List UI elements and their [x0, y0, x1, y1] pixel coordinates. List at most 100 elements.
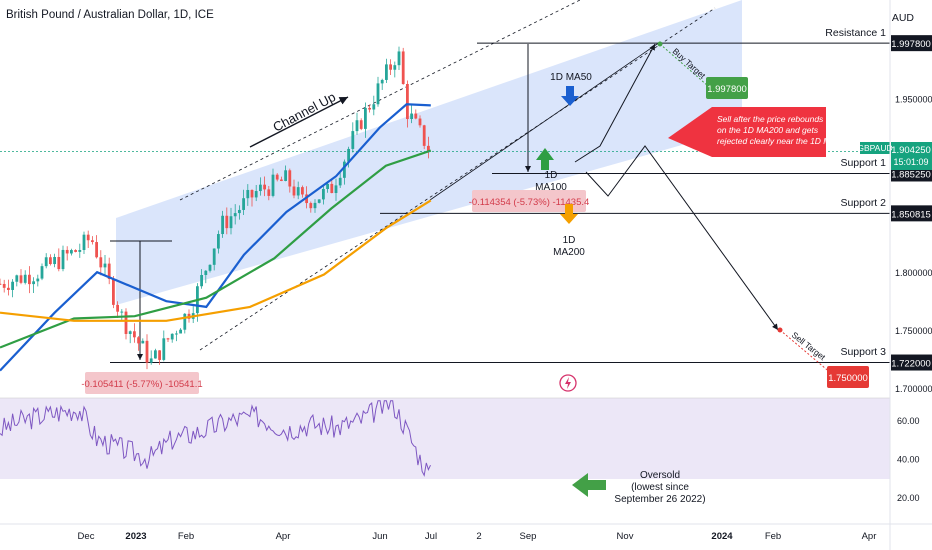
candle-body	[128, 331, 132, 334]
candle-body	[212, 248, 216, 265]
candle-body	[179, 329, 182, 334]
level-label-1: Resistance 1	[825, 27, 886, 39]
candle-body	[19, 275, 23, 283]
candle-body	[23, 274, 27, 283]
candle-body	[246, 189, 250, 199]
candle-body	[40, 266, 44, 279]
candle-body	[338, 177, 342, 186]
candle-body	[145, 340, 149, 363]
candle-body	[112, 279, 115, 305]
time-tick-9: Nov	[617, 531, 634, 542]
rsi-note-line-3: September 26 2022)	[614, 494, 705, 505]
candle-body	[397, 51, 401, 66]
candle-body	[86, 234, 90, 241]
channel-up-fill	[116, 0, 742, 305]
candlesticks	[0, 46, 430, 370]
callout-line-3: rejected clearly near the 1D MA50.	[717, 136, 848, 146]
candle-body	[141, 340, 145, 344]
candle-body	[133, 331, 136, 338]
sell-target-value: 1.750000	[828, 373, 868, 384]
time-tick-12: Apr	[862, 531, 877, 542]
level-price-text-1: 1.997800	[891, 39, 931, 50]
candle-body	[347, 148, 350, 162]
candle-body	[313, 202, 317, 209]
candle-body	[263, 184, 266, 190]
ma-line-3	[0, 199, 432, 322]
channel-upper-line	[179, 0, 581, 201]
candle-body	[183, 313, 187, 330]
level-label-4: Support 3	[840, 346, 886, 358]
candle-body	[343, 161, 346, 178]
currency-label: AUD	[891, 12, 914, 24]
level-price-tag-4	[891, 354, 932, 371]
lightning-icon-bolt	[565, 377, 571, 389]
callout-line-1: Sell after the price rebounds	[717, 114, 824, 124]
buy-target-box	[706, 77, 748, 99]
candle-body	[351, 131, 355, 149]
ma100-arrow-icon	[536, 148, 554, 170]
sell-projection-arrow	[585, 145, 779, 331]
candle-body	[242, 198, 245, 210]
level-label-2: Support 1	[840, 157, 886, 169]
level-price-text-4: 1.722000	[891, 359, 931, 370]
symbol-tag	[860, 142, 890, 154]
rsi-tick-3: 60.00	[897, 416, 920, 426]
time-tick-8: Sep	[520, 531, 537, 542]
price-tick-2: 1.750000	[895, 326, 932, 336]
candle-body	[271, 174, 275, 196]
candle-body	[288, 170, 292, 187]
channel-up-arrow	[249, 96, 349, 148]
buy-projection-arrow	[574, 43, 656, 163]
current-price-countdown: 15:01:09	[893, 157, 928, 167]
candle-body	[238, 209, 241, 214]
measure-1-text: -0.105411 (-5.77%) -10541.1	[81, 379, 202, 390]
callout-box	[668, 107, 826, 157]
candle-body	[149, 358, 153, 363]
ma-line-1	[0, 103, 431, 372]
current-price-tag	[891, 142, 932, 170]
time-tick-5: Jun	[372, 531, 387, 542]
candle-body	[103, 263, 107, 268]
time-tick-4: Apr	[276, 531, 291, 542]
time-tick-2: 2023	[125, 531, 146, 542]
candle-body	[120, 311, 124, 313]
candle-body	[116, 304, 119, 312]
candle-body	[53, 256, 56, 265]
candle-body	[364, 107, 367, 129]
callout-line-2: on the 1D MA200 and gets	[717, 125, 819, 135]
time-tick-11: Feb	[765, 531, 781, 542]
candle-body	[229, 216, 233, 229]
ma200-label-1: 1D	[563, 235, 576, 246]
candle-body	[317, 199, 321, 203]
time-tick-3: Feb	[178, 531, 194, 542]
sell-target-box	[827, 366, 869, 388]
rsi-line	[0, 400, 431, 477]
candle-body	[7, 287, 10, 290]
rsi-note-line-1: Oversold	[640, 470, 680, 481]
candle-body	[254, 191, 258, 198]
candle-body	[376, 83, 380, 105]
candle-body	[61, 249, 65, 270]
candle-body	[124, 311, 128, 334]
candle-body	[221, 215, 224, 235]
ma200-label-2: MA200	[553, 247, 585, 258]
candle-body	[99, 257, 103, 268]
candle-body	[389, 64, 392, 70]
candle-body	[91, 240, 94, 243]
candle-body	[107, 263, 111, 280]
candle-body	[233, 213, 237, 217]
candle-body	[95, 242, 98, 258]
rsi-tick-1: 20.00	[897, 493, 920, 503]
candle-body	[154, 350, 157, 359]
candle-body	[410, 113, 413, 120]
candle-body	[175, 333, 178, 335]
price-tick-5: 1.950000	[895, 95, 932, 105]
candle-body	[162, 338, 166, 360]
candle-body	[57, 256, 61, 270]
candle-body	[11, 281, 14, 290]
buy-target-dot	[657, 41, 663, 47]
candle-body	[380, 79, 384, 84]
measure-2-box	[472, 190, 586, 212]
